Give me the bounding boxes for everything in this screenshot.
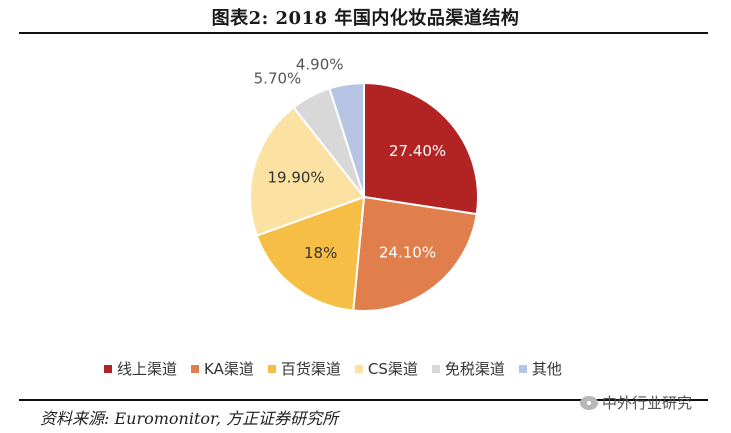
legend-swatch-4 [431,364,440,373]
legend-label-4: 免税渠道 [444,360,505,378]
pie-slice-5 [328,81,365,198]
wechat-icon [580,395,598,410]
source-rule [19,399,708,401]
legend-swatch-3 [354,364,363,373]
legend-swatch-2 [267,364,276,373]
legend-item-0: 线上渠道 [104,358,177,379]
legend-item-3: CS渠道 [354,358,418,379]
chart-legend: 线上渠道 KA渠道 百货渠道 CS渠道 免税渠道 其他 [104,358,562,379]
title-rule [19,32,708,34]
legend-item-1: KA渠道 [191,358,254,379]
chart-title: 图表2: 2018 年国内化妆品渠道结构 [211,8,520,29]
slice-label-2: 18% [304,244,337,262]
slice-label-3: 19.90% [267,169,324,187]
legend-label-3: CS渠道 [367,360,418,378]
legend-label-5: 其他 [531,360,562,378]
slice-label-5: 4.90% [296,56,344,74]
legend-label-1: KA渠道 [204,360,254,378]
slice-label-0: 27.40% [389,142,446,160]
watermark-text: 中外行业研究 [602,394,693,412]
legend-item-2: 百货渠道 [267,358,341,379]
legend-swatch-5 [518,364,527,373]
pie-slice-2 [255,195,366,312]
watermark: 中外行业研究 [580,392,692,413]
pie-slice-3 [249,105,366,237]
legend-swatch-0 [104,364,112,373]
pie-slice-0 [363,81,480,216]
slice-label-1: 24.10% [379,244,436,262]
pie-slice-1 [352,195,478,312]
slice-label-4: 5.70% [254,70,302,88]
legend-item-5: 其他 [518,358,562,379]
legend-swatch-1 [191,364,200,373]
legend-label-2: 百货渠道 [280,360,341,378]
legend-item-4: 免税渠道 [431,358,505,379]
legend-label-0: 线上渠道 [117,360,178,378]
source-note: 资料来源: Euromonitor, 方正证券研究所 [40,409,339,428]
